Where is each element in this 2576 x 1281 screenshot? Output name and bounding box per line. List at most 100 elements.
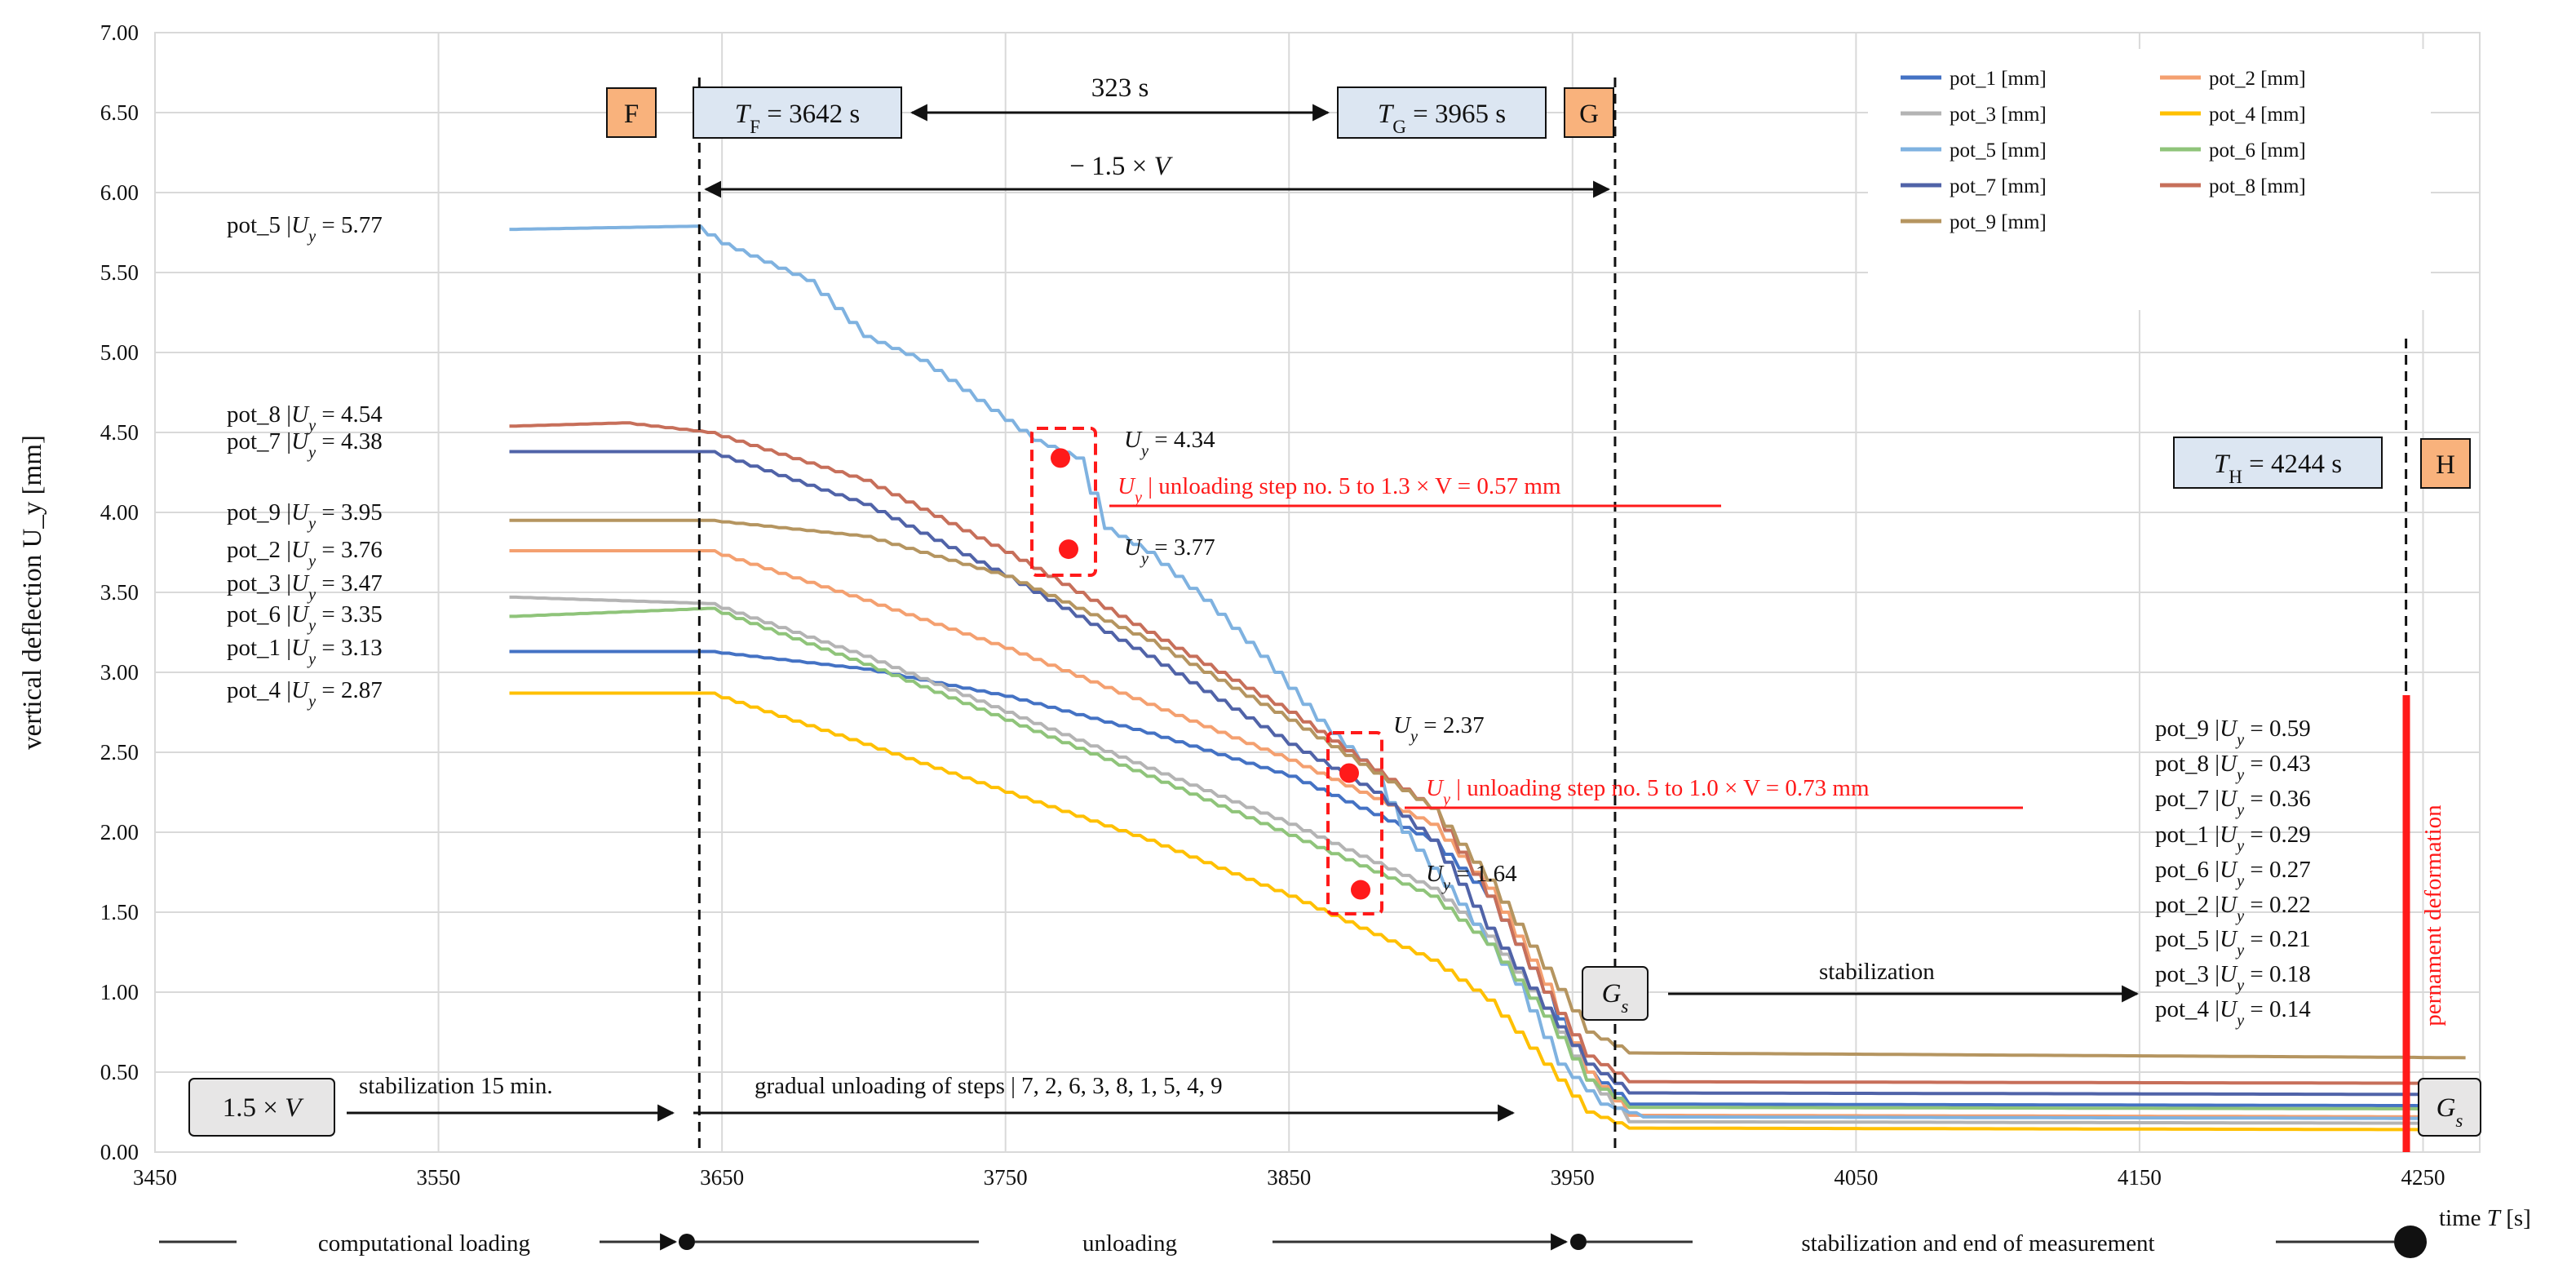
text-part: pot_4 |: [2155, 996, 2220, 1022]
right-label-pot_9: pot_9 |Uy = 0.59: [2155, 716, 2311, 749]
y-tick-label: 6.50: [100, 100, 139, 125]
time-box-F-label: TF = 3642 s: [735, 100, 860, 137]
x-tick-label: 3750: [984, 1165, 1028, 1190]
text-part: pot_3 |: [227, 570, 291, 596]
legend-label: pot_9 [mm]: [1950, 211, 2047, 233]
step-1-note: Uy | unloading step no. 5 to 1.3 × V = 0…: [1118, 473, 1561, 507]
stabilization-label: stabilization: [1819, 959, 1935, 985]
x-tick-label: 4150: [2118, 1165, 2162, 1190]
text-part: T: [1378, 100, 1395, 129]
text-part: pot_7 |: [227, 428, 291, 454]
text-part: | unloading step no. 5 to 1.3 × V = 0.57…: [1142, 473, 1561, 499]
left-label-pot_4: pot_4 |Uy = 2.87: [227, 677, 383, 711]
stabilization-15-label: stabilization 15 min.: [359, 1073, 553, 1099]
legend: pot_1 [mm] pot_2 [mm] pot_3 [mm] pot_4 [mm]…: [1868, 49, 2431, 310]
plot-area: [154, 32, 2481, 1153]
x-tick-label: 3950: [1551, 1165, 1595, 1190]
text-part: U: [2220, 961, 2238, 987]
gs-box-mid: [1582, 966, 1649, 1021]
legend-label: pot_3 [mm]: [1950, 104, 2047, 126]
text-part: = 0.27: [2244, 857, 2311, 883]
y-tick-label: 3.00: [100, 660, 139, 685]
y-axis-label: vertical deflection U_y [mm]: [18, 435, 47, 750]
y-tick-label: 1.00: [100, 980, 139, 1004]
text-part: time: [2439, 1205, 2487, 1231]
text-part: = 4.34: [1149, 427, 1215, 453]
y-tick-label: 1.50: [100, 900, 139, 924]
left-label-pot_5: pot_5 |Uy = 5.77: [227, 212, 383, 246]
text-part: U: [291, 677, 310, 703]
step-2-bottom-label: Uy = 1.64: [1426, 861, 1517, 894]
gs-box-right-label: Gs: [2437, 1093, 2463, 1131]
text-part: pot_7 |: [2155, 786, 2220, 812]
text-part: U: [1118, 473, 1136, 499]
load-box-label: 1.5 × V: [223, 1093, 304, 1123]
text-part: pot_6 |: [227, 601, 291, 627]
text-part: = 3.13: [316, 635, 383, 661]
text-part: U: [2220, 822, 2238, 848]
step-2-note: Uy | unloading step no. 5 to 1.0 × V = 0…: [1426, 775, 1870, 809]
text-part: U: [1393, 712, 1412, 738]
text-part: G: [2437, 1093, 2456, 1123]
text-part: = 0.43: [2244, 751, 2311, 777]
load-box: [188, 1078, 335, 1137]
left-label-pot_1: pot_1 |Uy = 3.13: [227, 635, 383, 668]
text-part: = 0.59: [2244, 716, 2311, 742]
text-part: y: [2235, 837, 2245, 855]
text-part: = 3965 s: [1406, 100, 1506, 129]
text-part: y: [307, 444, 316, 462]
series-line-pot_9: [509, 518, 2466, 1060]
text-part: y: [2235, 731, 2245, 749]
x-tick-label: 4050: [1834, 1165, 1878, 1190]
step-1-bottom-label: Uy = 3.77: [1124, 534, 1215, 568]
text-part: U: [291, 499, 310, 525]
text-part: = 4.38: [316, 428, 383, 454]
text-part: U: [1426, 861, 1445, 887]
text-part: = 3.95: [316, 499, 383, 525]
text-part: y: [307, 515, 316, 533]
text-part: U: [2220, 716, 2238, 742]
legend-background: [1868, 49, 2431, 310]
text-part: U: [291, 635, 310, 661]
text-part: U: [291, 428, 310, 454]
series-line-pot_4: [509, 691, 2466, 1132]
text-part: = 2.87: [316, 677, 383, 703]
text-part: y: [1140, 550, 1149, 568]
y-tick-label: 4.00: [100, 500, 139, 525]
gs-box-right: [2418, 1078, 2481, 1137]
time-box-H-label: TH = 4244 s: [2214, 450, 2342, 487]
phase-point: [679, 1234, 695, 1250]
text-part: y: [307, 617, 316, 635]
text-part: V: [1154, 152, 1174, 181]
x-axis-label: time T [s]: [2439, 1205, 2531, 1231]
gs-box-mid-label: Gs: [1602, 979, 1629, 1017]
text-part: G: [1392, 116, 1406, 137]
text-part: pot_5 |: [2155, 926, 2220, 952]
x-tick-label: 3850: [1267, 1165, 1311, 1190]
y-tick-label: 5.00: [100, 340, 139, 365]
text-part: U: [2220, 786, 2238, 812]
text-part: pot_2 |: [2155, 892, 2220, 918]
text-part: y: [1409, 728, 1419, 746]
text-part: = 1.64: [1450, 861, 1517, 887]
text-part: y: [307, 693, 316, 711]
text-part: y: [1140, 442, 1149, 460]
text-part: U: [2220, 996, 2238, 1022]
text-part: y: [2235, 977, 2245, 995]
time-box-H: [2173, 437, 2383, 489]
text-part: = 3.35: [316, 601, 383, 627]
right-label-pot_8: pot_8 |Uy = 0.43: [2155, 751, 2311, 784]
text-part: s: [2455, 1110, 2463, 1131]
marker-box-H: [2420, 438, 2471, 489]
text-part: T: [2214, 450, 2231, 479]
text-part: y: [2235, 942, 2245, 960]
y-tick-label: 3.50: [100, 580, 139, 605]
series-line-pot_7: [509, 450, 2466, 1097]
step-point-2-top: [1339, 763, 1359, 783]
text-part: pot_9 |: [227, 499, 291, 525]
series-line-pot_6: [509, 606, 2466, 1111]
marker-box-F: [606, 87, 657, 138]
